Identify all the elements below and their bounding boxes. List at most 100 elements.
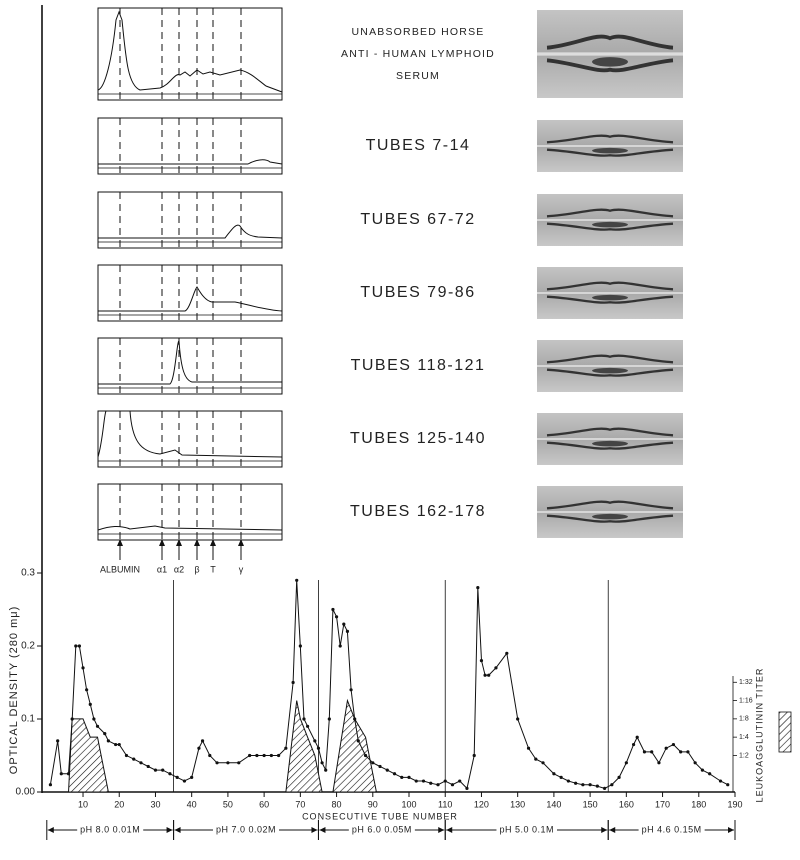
od-point [407,775,411,780]
od-point [48,783,53,787]
od-point [479,659,484,663]
od-point [657,761,661,765]
od-point [59,772,63,776]
od-point [443,779,447,783]
od-point [334,615,339,619]
trace [98,340,282,385]
trace [97,410,283,458]
x-tick-label: 170 [655,799,670,809]
od-point [421,779,426,783]
buffer-label-bg [348,823,415,837]
od-point [664,746,668,750]
od-point [378,764,382,769]
od-point [465,786,469,790]
od-point [302,717,306,721]
od-point [392,772,397,776]
trace [98,286,283,312]
buffer-label: pH 6.0 0.05M [352,824,412,834]
od-point [277,753,281,758]
od-point [450,783,455,787]
od-point [77,644,81,648]
od-point [414,779,418,783]
od-point [552,772,556,776]
buffer-label: pH 4.6 0.15M [642,824,702,834]
od-point [595,784,599,788]
od-point [74,644,78,648]
od-point [331,607,335,612]
od-point [353,717,357,721]
panel-label: TUBES 79-86 [360,284,475,301]
od-point [588,783,592,787]
od-point [650,750,654,754]
gel-image [537,413,683,465]
od-point [635,735,639,739]
x-axis-title: CONSECUTIVE TUBE NUMBER [302,811,458,821]
marker-label: β [194,564,199,574]
od-point [541,761,545,765]
od-point [168,772,172,776]
panel-label: TUBES 162-178 [350,503,486,520]
od-point [617,775,621,780]
od-point [385,768,389,772]
od-point [295,578,299,582]
od-point [124,753,129,758]
od-point [327,717,331,721]
panel-label: SERUM [396,70,440,82]
x-tick-label: 30 [150,799,160,809]
panel-label: TUBES 125-140 [350,430,486,447]
x-tick-label: 120 [474,799,489,809]
x-tick-label: 10 [78,799,88,809]
od-point [316,746,321,750]
y2-tick-label: 1:16 [739,697,753,704]
x-tick-label: 60 [259,799,269,809]
marker-arrowhead [176,539,182,546]
x-tick-label: 190 [727,799,742,809]
od-point [153,768,158,772]
marker-arrowhead [194,539,200,546]
od-point [349,688,353,692]
od-point [603,786,607,790]
od-point [526,746,531,750]
od-point [631,742,636,747]
marker-arrowhead [159,539,165,546]
buffer-label-bg [638,823,705,837]
inset-traces [97,10,283,531]
od-point [175,775,179,780]
buffer-label-bg [496,823,557,837]
marker-arrowhead [210,539,216,546]
gel-image [537,120,683,172]
od-point [700,768,705,772]
od-point [208,753,212,758]
od-point [85,688,89,692]
panel-label: TUBES 67-72 [360,211,475,228]
inset-panel [97,117,283,175]
od-point [132,757,136,761]
od-point [291,680,295,685]
x-tick-label: 150 [583,799,598,809]
x-tick-label: 100 [401,799,416,809]
trace [98,159,283,165]
od-point [324,768,328,772]
y2-tick-label: 1:32 [739,679,753,686]
panel-label: TUBES 118-121 [351,357,486,374]
od-point [320,761,324,765]
buffer-label: pH 7.0 0.02M [216,824,276,834]
od-point [66,772,71,776]
od-point [472,753,476,758]
x-tick-label: 40 [187,799,197,809]
od-point [516,717,520,721]
trace [98,224,283,239]
buffer-label: pH 8.0 0.01M [80,824,140,834]
panel-label: UNABSORBED HORSE [352,26,485,38]
gel-image [537,340,683,392]
od-point [146,764,150,769]
od-point [269,753,273,758]
od-point [574,781,578,785]
od-point [255,753,259,758]
marker-arrowhead [117,539,123,546]
trace [97,10,283,93]
x-tick-label: 20 [114,799,124,809]
od-point [237,761,241,765]
y-tick-label: 0.00 [16,787,36,798]
x-tick-label: 50 [223,799,233,809]
